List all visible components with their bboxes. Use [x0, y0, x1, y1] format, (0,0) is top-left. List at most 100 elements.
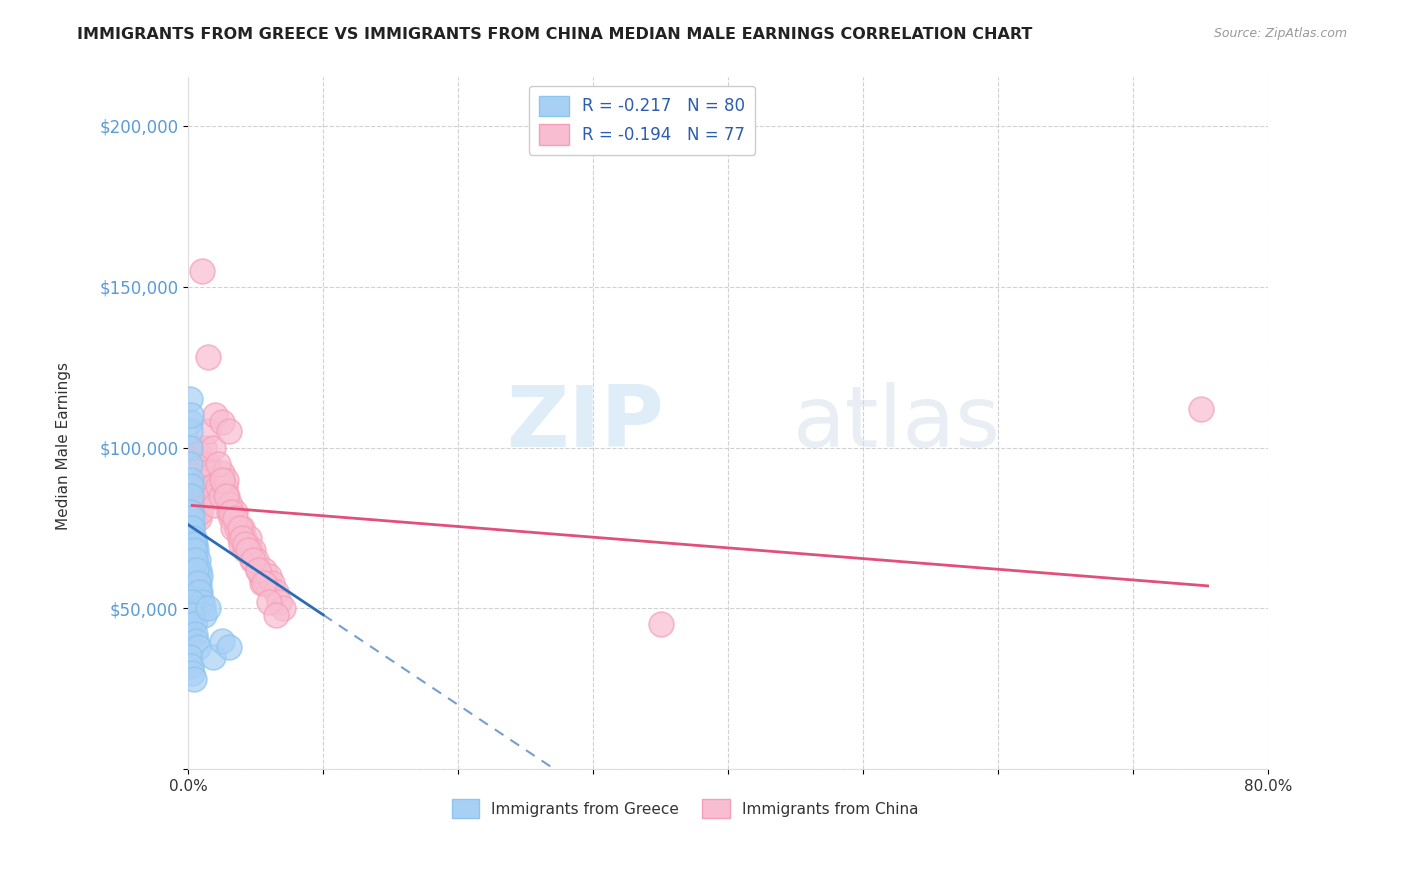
Point	[228, 521, 250, 535]
Point	[179, 553, 201, 567]
Point	[193, 607, 215, 622]
Point	[217, 489, 239, 503]
Point	[260, 575, 283, 590]
Point	[186, 499, 208, 513]
Point	[179, 527, 201, 541]
Point	[184, 511, 207, 525]
Point	[188, 511, 211, 525]
Point	[190, 505, 212, 519]
Point	[188, 563, 211, 577]
Point	[181, 511, 204, 525]
Text: Source: ZipAtlas.com: Source: ZipAtlas.com	[1213, 27, 1347, 40]
Point	[181, 563, 204, 577]
Point	[186, 563, 208, 577]
Point	[187, 553, 209, 567]
Point	[224, 511, 246, 525]
Point	[224, 505, 246, 519]
Point	[183, 569, 205, 583]
Point	[186, 575, 208, 590]
Point	[179, 392, 201, 407]
Point	[239, 543, 262, 558]
Point	[219, 499, 242, 513]
Point	[218, 425, 240, 439]
Point	[179, 415, 201, 429]
Point	[180, 489, 202, 503]
Point	[190, 569, 212, 583]
Point	[195, 467, 218, 481]
Point	[180, 537, 202, 551]
Point	[190, 595, 212, 609]
Point	[184, 441, 207, 455]
Text: Median Male Earnings: Median Male Earnings	[56, 362, 70, 530]
Point	[257, 595, 280, 609]
Point	[228, 531, 250, 545]
Point	[256, 575, 278, 590]
Point	[183, 553, 205, 567]
Point	[181, 553, 204, 567]
Text: atlas: atlas	[793, 382, 1001, 465]
Point	[190, 457, 212, 471]
Point	[218, 505, 240, 519]
Point	[201, 441, 224, 455]
Point	[233, 537, 256, 551]
Point	[180, 617, 202, 632]
Point	[180, 563, 202, 577]
Point	[180, 543, 202, 558]
Point	[190, 263, 212, 277]
Point	[1189, 401, 1212, 416]
Point	[231, 531, 253, 545]
Point	[215, 489, 238, 503]
Point	[197, 457, 219, 471]
Point	[179, 537, 201, 551]
Point	[183, 543, 205, 558]
Point	[188, 447, 211, 461]
Point	[250, 569, 273, 583]
Point	[183, 531, 205, 545]
Point	[177, 521, 200, 535]
Point	[188, 585, 211, 599]
Point	[235, 537, 257, 551]
Point	[197, 351, 219, 365]
Point	[190, 479, 212, 493]
Point	[190, 585, 212, 599]
Point	[186, 543, 208, 558]
Point	[187, 569, 209, 583]
Text: IMMIGRANTS FROM GREECE VS IMMIGRANTS FROM CHINA MEDIAN MALE EARNINGS CORRELATION: IMMIGRANTS FROM GREECE VS IMMIGRANTS FRO…	[77, 27, 1032, 42]
Point	[181, 521, 204, 535]
Point	[204, 499, 226, 513]
Point	[181, 521, 204, 535]
Point	[181, 607, 204, 622]
Point	[209, 489, 232, 503]
Point	[184, 553, 207, 567]
Point	[184, 537, 207, 551]
Point	[236, 543, 259, 558]
Point	[253, 575, 276, 590]
Point	[193, 441, 215, 455]
Point	[233, 543, 256, 558]
Point	[183, 537, 205, 551]
Point	[198, 473, 221, 487]
Point	[183, 543, 205, 558]
Point	[253, 563, 276, 577]
Point	[180, 409, 202, 423]
Point	[242, 543, 264, 558]
Point	[183, 617, 205, 632]
Text: ZIP: ZIP	[506, 382, 664, 465]
Point	[211, 633, 233, 648]
Point	[201, 479, 224, 493]
Point	[179, 457, 201, 471]
Point	[197, 425, 219, 439]
Point	[184, 585, 207, 599]
Point	[238, 531, 260, 545]
Point	[187, 640, 209, 654]
Point	[188, 575, 211, 590]
Point	[267, 595, 290, 609]
Point	[204, 409, 226, 423]
Point	[179, 543, 201, 558]
Point	[194, 479, 217, 493]
Point	[184, 627, 207, 641]
Point	[187, 575, 209, 590]
Point	[214, 479, 236, 493]
Point	[200, 467, 222, 481]
Point	[264, 585, 287, 599]
